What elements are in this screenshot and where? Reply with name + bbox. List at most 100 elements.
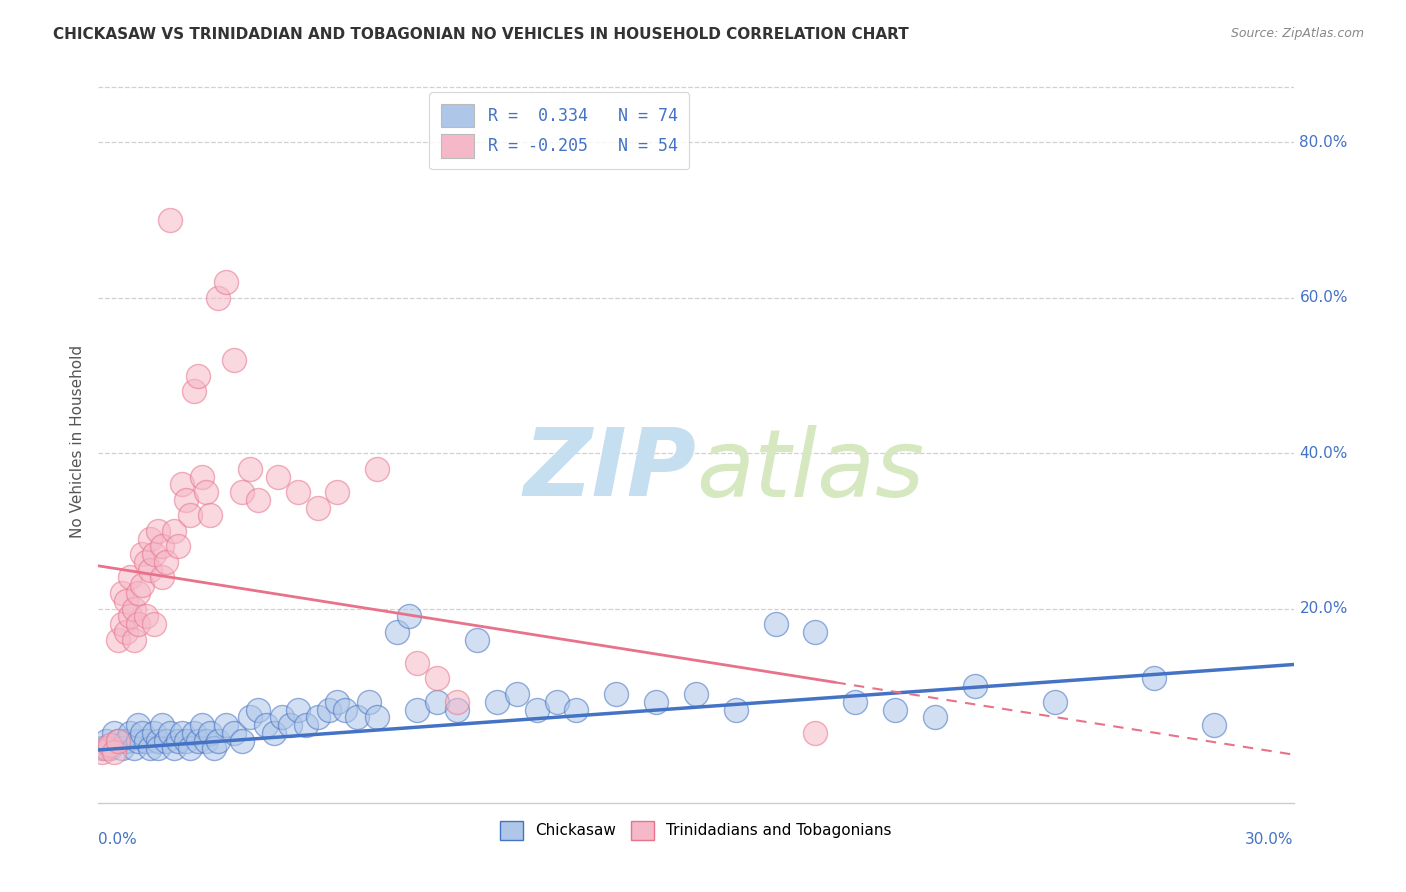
Point bbox=[172, 477, 194, 491]
Point bbox=[844, 695, 866, 709]
Point bbox=[239, 461, 262, 475]
Point bbox=[278, 718, 301, 732]
Point bbox=[139, 563, 162, 577]
Point bbox=[1043, 695, 1066, 709]
Point bbox=[485, 695, 508, 709]
Point bbox=[120, 726, 142, 740]
Point bbox=[605, 687, 627, 701]
Point bbox=[127, 733, 149, 747]
Text: atlas: atlas bbox=[696, 425, 924, 516]
Point bbox=[98, 738, 122, 752]
Legend: R =  0.334   N = 74, R = -0.205   N = 54: R = 0.334 N = 74, R = -0.205 N = 54 bbox=[429, 92, 689, 169]
Point bbox=[307, 710, 329, 724]
Point bbox=[179, 508, 201, 523]
Point bbox=[120, 570, 142, 584]
Point bbox=[148, 524, 170, 538]
Point bbox=[191, 718, 214, 732]
Point bbox=[150, 540, 173, 554]
Point bbox=[215, 275, 238, 289]
Point bbox=[135, 609, 157, 624]
Point bbox=[326, 485, 349, 500]
Point bbox=[465, 632, 488, 647]
Point bbox=[143, 547, 166, 561]
Point bbox=[111, 741, 134, 756]
Point bbox=[231, 733, 253, 747]
Point bbox=[96, 733, 118, 747]
Point bbox=[155, 733, 177, 747]
Point bbox=[183, 726, 205, 740]
Point bbox=[124, 601, 146, 615]
Point bbox=[187, 733, 209, 747]
Point bbox=[159, 213, 181, 227]
Text: ZIP: ZIP bbox=[523, 425, 696, 516]
Point bbox=[207, 291, 229, 305]
Point bbox=[270, 710, 292, 724]
Point bbox=[143, 726, 166, 740]
Point bbox=[366, 461, 388, 475]
Point bbox=[685, 687, 707, 701]
Point bbox=[148, 741, 170, 756]
Point bbox=[103, 745, 125, 759]
Point bbox=[546, 695, 568, 709]
Point bbox=[115, 624, 138, 639]
Point bbox=[287, 702, 309, 716]
Point bbox=[426, 695, 449, 709]
Point bbox=[115, 594, 138, 608]
Point bbox=[167, 540, 190, 554]
Point bbox=[724, 702, 747, 716]
Point bbox=[307, 500, 329, 515]
Point bbox=[294, 718, 316, 732]
Point bbox=[98, 741, 122, 756]
Point bbox=[202, 741, 225, 756]
Point bbox=[565, 702, 588, 716]
Point bbox=[127, 586, 149, 600]
Point bbox=[174, 733, 197, 747]
Point bbox=[120, 609, 142, 624]
Point bbox=[406, 656, 429, 670]
Point bbox=[127, 617, 149, 632]
Point bbox=[426, 672, 449, 686]
Point bbox=[254, 718, 277, 732]
Point bbox=[107, 632, 129, 647]
Point bbox=[1202, 718, 1225, 732]
Point bbox=[222, 726, 245, 740]
Point bbox=[163, 524, 186, 538]
Point bbox=[366, 710, 388, 724]
Point bbox=[150, 718, 173, 732]
Point bbox=[124, 741, 146, 756]
Text: CHICKASAW VS TRINIDADIAN AND TOBAGONIAN NO VEHICLES IN HOUSEHOLD CORRELATION CHA: CHICKASAW VS TRINIDADIAN AND TOBAGONIAN … bbox=[53, 27, 910, 42]
Point bbox=[91, 745, 114, 759]
Point bbox=[287, 485, 309, 500]
Point bbox=[207, 733, 229, 747]
Text: 80.0%: 80.0% bbox=[1299, 135, 1348, 150]
Point bbox=[398, 609, 420, 624]
Point bbox=[804, 624, 827, 639]
Text: 30.0%: 30.0% bbox=[1246, 831, 1294, 847]
Point bbox=[135, 733, 157, 747]
Point bbox=[318, 702, 340, 716]
Point bbox=[446, 702, 468, 716]
Point bbox=[1143, 672, 1166, 686]
Point bbox=[359, 695, 381, 709]
Point bbox=[174, 492, 197, 507]
Point bbox=[131, 726, 153, 740]
Point bbox=[115, 733, 138, 747]
Point bbox=[446, 695, 468, 709]
Point bbox=[150, 570, 173, 584]
Point bbox=[645, 695, 668, 709]
Point bbox=[135, 555, 157, 569]
Point bbox=[526, 702, 548, 716]
Point bbox=[963, 679, 986, 693]
Point bbox=[103, 726, 125, 740]
Point bbox=[139, 741, 162, 756]
Point bbox=[167, 733, 190, 747]
Point bbox=[155, 555, 177, 569]
Point bbox=[191, 469, 214, 483]
Text: 0.0%: 0.0% bbox=[98, 831, 138, 847]
Point bbox=[765, 617, 787, 632]
Point bbox=[131, 578, 153, 592]
Point bbox=[172, 726, 194, 740]
Point bbox=[326, 695, 349, 709]
Text: 60.0%: 60.0% bbox=[1299, 290, 1348, 305]
Point bbox=[385, 624, 409, 639]
